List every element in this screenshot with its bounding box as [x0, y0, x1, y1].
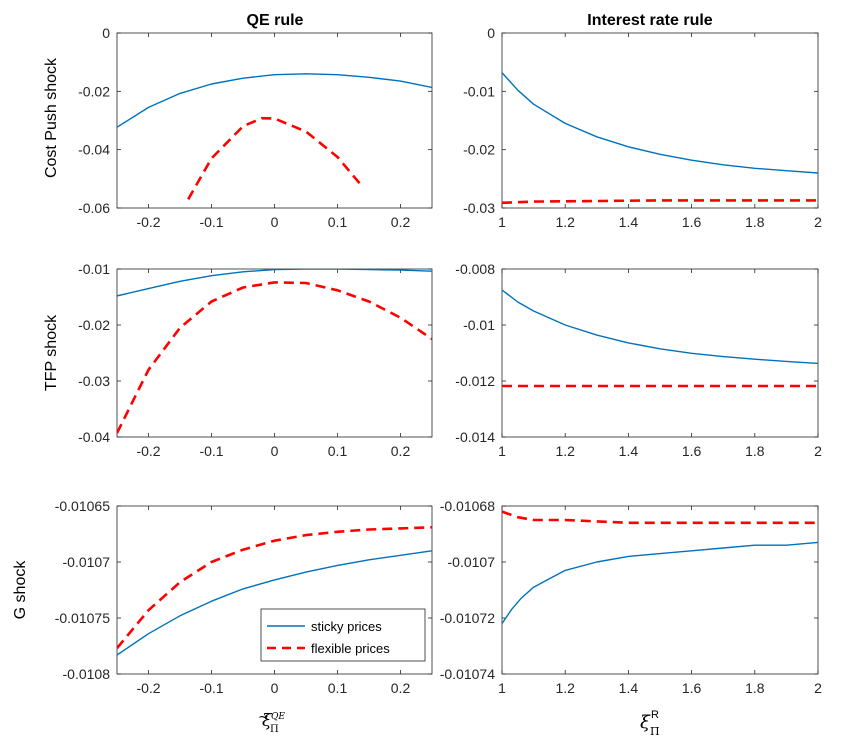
panel-g-qe: -0.2 -0.1 0 0.1 0.2 -0.01065 -0.0107 -0.01075 -0…	[55, 498, 433, 696]
svg-text:Π: Π	[650, 725, 660, 738]
x-tick-label: 0	[271, 680, 279, 696]
series-line-flexible-prices	[502, 199, 818, 205]
y-tick-label: 0	[487, 25, 495, 41]
y-tick-label: -0.0107	[448, 554, 496, 570]
x-tick-label: 1.8	[745, 214, 765, 230]
y-tick-label: -0.04	[78, 142, 110, 158]
series-line-flexible-prices	[187, 116, 362, 200]
x-tick-label: 1.6	[682, 214, 702, 230]
y-tick-label: -0.04	[78, 429, 110, 445]
series-line-flexible-prices	[117, 526, 432, 650]
y-tick-label: -0.01	[463, 317, 495, 333]
x-tick-label: -0.2	[136, 214, 160, 230]
x-tick-label: 1.6	[682, 443, 702, 459]
x-tick-label: -0.1	[199, 680, 223, 696]
plot-area	[116, 268, 433, 438]
plot-area	[116, 32, 433, 209]
x-axis-label-interest: ξ Π R	[640, 709, 660, 738]
y-tick-label: 0	[102, 25, 110, 41]
panel-g-interest: 1 1.2 1.4 1.6 1.8 2 -0.01068 -0.0107 -0.01072 -0.…	[440, 498, 822, 696]
y-tick-label: -0.02	[463, 142, 495, 158]
y-tick-label: -0.012	[455, 373, 495, 389]
x-tick-label: 1.4	[619, 214, 639, 230]
y-tick-label: -0.01075	[55, 610, 110, 626]
row-label-tfp: TFP shock	[43, 314, 60, 391]
panel-cost-push-interest: 1 1.2 1.4 1.6 1.8 2 0 -0.01 -0.02 -0.03	[463, 25, 822, 230]
y-tick-label: -0.01065	[55, 498, 110, 514]
y-tick-label: -0.02	[78, 317, 110, 333]
series-line-sticky-prices	[502, 541, 818, 624]
x-tick-label: 1.2	[555, 443, 575, 459]
x-tick-label: 1	[498, 443, 506, 459]
legend: sticky prices flexible prices	[260, 608, 426, 662]
row-label-g: G shock	[12, 560, 29, 620]
x-tick-label: 1.2	[555, 214, 575, 230]
panel-cost-push-qe: -0.2 -0.1 0 0.1 0.2 0 -0.02 -0.04 -0.06	[78, 25, 433, 230]
x-tick-label: -0.2	[136, 680, 160, 696]
series-line-sticky-prices	[117, 550, 432, 656]
x-tick-label: -0.1	[199, 214, 223, 230]
x-tick-label: 1.2	[555, 680, 575, 696]
x-tick-label: 0	[271, 214, 279, 230]
x-tick-label: 0	[271, 443, 279, 459]
y-tick-label: -0.01	[463, 83, 495, 99]
x-axis-label-qe: ξ ~ Π QE	[258, 710, 285, 735]
svg-text:ξ: ξ	[262, 711, 273, 731]
svg-text:R: R	[651, 709, 659, 721]
x-tick-label: -0.2	[136, 443, 160, 459]
x-tick-label: 0.2	[391, 443, 411, 459]
x-tick-label: 1.4	[619, 443, 639, 459]
plot-area	[501, 505, 819, 675]
series-line-sticky-prices	[502, 72, 818, 174]
y-tick-label: -0.01074	[440, 666, 495, 682]
svg-text:Π: Π	[270, 724, 279, 735]
panels: -0.2 -0.1 0 0.1 0.2 0 -0.02 -0.04 -0.06 1 1.2 1.4 1.…	[55, 25, 822, 696]
y-tick-label: -0.06	[78, 200, 110, 216]
panel-tfp-interest: 1 1.2 1.4 1.6 1.8 2 -0.008 -0.01 -0.012 -0.014	[455, 261, 822, 459]
series-line-flexible-prices	[502, 510, 818, 525]
svg-text:~: ~	[258, 710, 269, 725]
x-tick-label: 1.8	[745, 680, 765, 696]
x-tick-label: 0.1	[328, 214, 348, 230]
svg-text:ξ: ξ	[640, 712, 651, 733]
series-line-sticky-prices	[117, 269, 432, 297]
x-tick-label: 1.8	[745, 443, 765, 459]
y-tick-label: -0.01072	[440, 610, 495, 626]
y-tick-label: -0.02	[78, 83, 110, 99]
y-tick-label: -0.03	[78, 373, 110, 389]
column-title-interest: Interest rate rule	[587, 12, 712, 29]
y-tick-label: -0.03	[463, 200, 495, 216]
x-tick-label: 1	[498, 214, 506, 230]
x-tick-label: 2	[814, 680, 822, 696]
panel-tfp-qe: -0.2 -0.1 0 0.1 0.2 -0.01 -0.02 -0.03 -0.04	[78, 261, 433, 459]
x-tick-label: 0.2	[391, 680, 411, 696]
y-tick-label: -0.01068	[440, 498, 495, 514]
series-line-sticky-prices	[117, 73, 432, 128]
x-tick-label: 0.1	[328, 443, 348, 459]
legend-sticky-label: sticky prices	[311, 619, 382, 634]
series-line-sticky-prices	[502, 289, 818, 365]
x-tick-label: 1.6	[682, 680, 702, 696]
plot-area	[501, 32, 819, 209]
plot-area	[501, 268, 819, 438]
y-tick-label: -0.0108	[63, 666, 111, 682]
x-tick-label: 2	[814, 214, 822, 230]
y-tick-label: -0.008	[455, 261, 495, 277]
svg-text:QE: QE	[271, 712, 285, 722]
x-tick-label: 2	[814, 443, 822, 459]
x-tick-label: 1.4	[619, 680, 639, 696]
x-tick-label: 0.2	[391, 214, 411, 230]
y-tick-label: -0.01	[78, 261, 110, 277]
x-tick-label: 0.1	[328, 680, 348, 696]
x-tick-label: 1	[498, 680, 506, 696]
y-tick-label: -0.014	[455, 429, 495, 445]
y-tick-label: -0.0107	[63, 554, 111, 570]
legend-flexible-label: flexible prices	[311, 641, 390, 656]
series-line-flexible-prices	[117, 281, 432, 434]
row-label-cost-push: Cost Push shock	[43, 57, 60, 178]
column-title-qe: QE rule	[247, 12, 304, 29]
x-tick-label: -0.1	[199, 443, 223, 459]
